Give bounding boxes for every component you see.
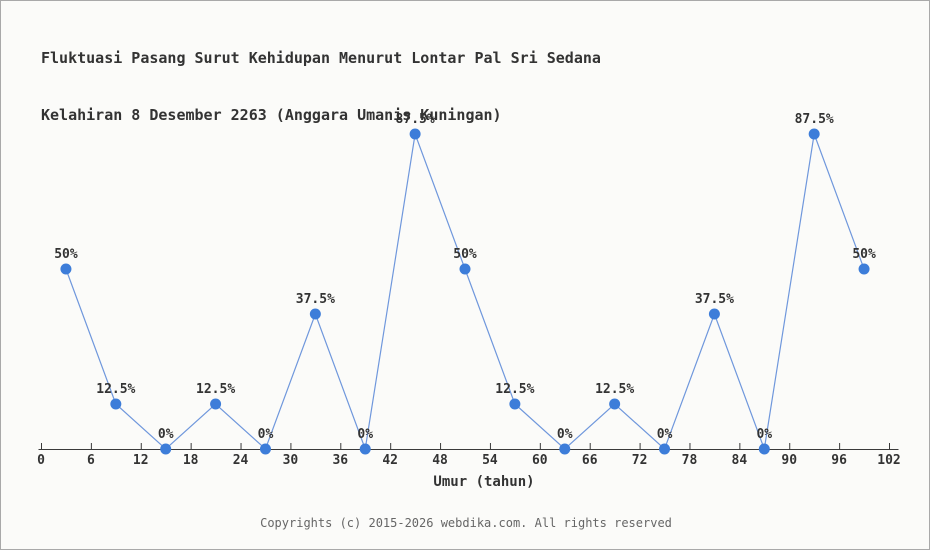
x-axis-tick-label: 72 [632, 453, 648, 468]
data-point-marker [659, 443, 671, 455]
data-point-label: 0% [258, 427, 274, 442]
data-point-label: 0% [158, 427, 174, 442]
data-point-label: 37.5% [695, 292, 734, 307]
data-point-marker [858, 263, 870, 275]
x-axis-tick-label: 42 [382, 453, 398, 468]
x-axis-tick-label: 96 [831, 453, 847, 468]
data-point-marker [559, 443, 571, 455]
x-axis-tick-label: 18 [183, 453, 199, 468]
x-axis-tick-label: 6 [87, 453, 95, 468]
data-point-label: 0% [756, 427, 772, 442]
data-point-label: 12.5% [595, 382, 634, 397]
chart-title-line2: Kelahiran 8 Desember 2263 (Anggara Umani… [41, 106, 502, 124]
data-point-label: 12.5% [96, 382, 135, 397]
data-point-label: 12.5% [196, 382, 235, 397]
chart-title-line1: Fluktuasi Pasang Surut Kehidupan Menurut… [41, 49, 601, 67]
x-axis-tick-label: 84 [732, 453, 748, 468]
x-axis-tick-label: 90 [781, 453, 797, 468]
x-axis-tick-label: 36 [332, 453, 348, 468]
data-point-label: 0% [557, 427, 573, 442]
x-axis-title: Umur (tahun) [433, 474, 535, 490]
x-axis-tick-label: 102 [877, 453, 900, 468]
data-point-label: 12.5% [495, 382, 534, 397]
x-axis-tick-label: 60 [532, 453, 548, 468]
data-point-label: 87.5% [396, 112, 435, 127]
copyright-text: Copyrights (c) 2015-2026 webdika.com. Al… [260, 516, 672, 530]
chart-title: Fluktuasi Pasang Surut Kehidupan Menurut… [41, 11, 601, 163]
x-axis-tick-label: 48 [432, 453, 448, 468]
data-point-marker [60, 263, 72, 275]
x-axis-tick-label: 0 [37, 453, 45, 468]
data-point-label: 50% [453, 247, 477, 262]
data-point-marker [509, 398, 521, 410]
data-point-label: 50% [54, 247, 78, 262]
x-axis-tick-label: 66 [582, 453, 598, 468]
data-point-marker [210, 398, 222, 410]
x-axis-tick-label: 78 [682, 453, 698, 468]
data-point-label: 0% [657, 427, 673, 442]
data-point-label: 0% [357, 427, 373, 442]
data-point-marker [259, 443, 271, 455]
data-point-marker [808, 128, 820, 140]
data-point-label: 50% [852, 247, 876, 262]
data-point-marker [110, 398, 122, 410]
data-point-marker [359, 443, 371, 455]
chart-line [65, 131, 865, 452]
data-point-label: 87.5% [795, 112, 834, 127]
x-axis-tick-label: 12 [133, 453, 149, 468]
data-point-marker [758, 443, 770, 455]
data-point-marker [309, 308, 321, 320]
data-point-marker [609, 398, 621, 410]
x-axis-tick-label: 54 [482, 453, 498, 468]
x-axis-tick-label: 24 [233, 453, 249, 468]
data-point-marker [708, 308, 720, 320]
data-point-marker [160, 443, 172, 455]
data-point-marker [409, 128, 421, 140]
x-axis-tick-label: 30 [283, 453, 299, 468]
data-point-label: 37.5% [296, 292, 335, 307]
data-point-marker [459, 263, 471, 275]
